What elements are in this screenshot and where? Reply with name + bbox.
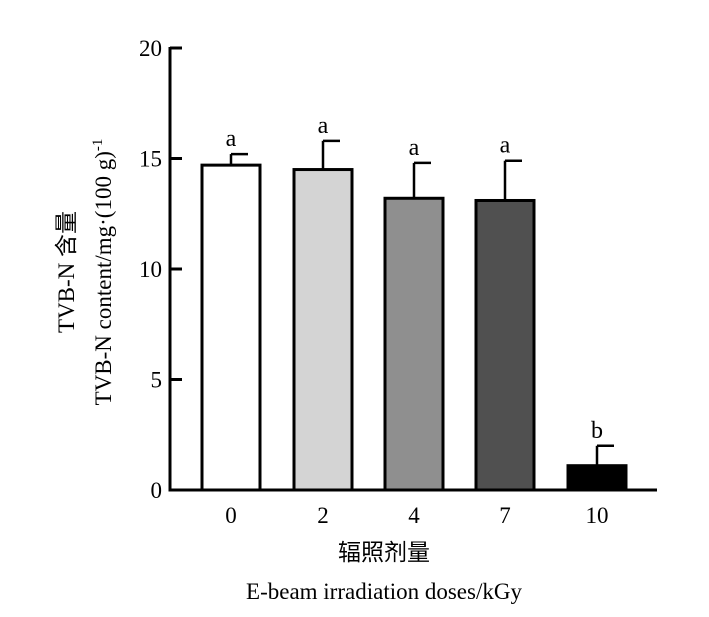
bar [200, 163, 262, 492]
x-axis-title-en: E-beam irradiation doses/kGy [246, 579, 522, 604]
bar [292, 168, 354, 492]
significance-label: a [500, 133, 511, 159]
y-axis-title-cn: TVB-N 含量 [54, 211, 79, 333]
x-ticks: 0 2 4 7 10 [225, 503, 608, 528]
significance-label: b [591, 418, 603, 444]
significance-label: a [226, 126, 237, 152]
x-tick-label: 0 [225, 503, 237, 528]
y-axis-title-en: TVB-N content/mg·(100 g)-1 [90, 139, 116, 406]
y-axis-title-en-main: TVB-N content/mg·(100 g) [91, 151, 116, 405]
x-tick-label: 10 [586, 503, 609, 528]
y-tick-label: 10 [139, 257, 162, 282]
bar [566, 464, 628, 492]
significance-label: a [409, 135, 420, 161]
bars: a a a a b [200, 113, 628, 492]
x-tick-label: 7 [499, 503, 511, 528]
y-tick-label: 20 [139, 36, 162, 61]
x-axis-title-cn: 辐照剂量 [338, 540, 430, 565]
x-tick-label: 4 [408, 503, 420, 528]
bar [474, 198, 536, 492]
significance-label: a [318, 113, 329, 139]
y-tick-label: 0 [151, 478, 163, 503]
x-tick-label: 2 [317, 503, 329, 528]
y-tick-label: 15 [139, 147, 162, 172]
y-axis-title-en-sup: -1 [90, 139, 106, 152]
y-tick-label: 5 [151, 368, 163, 393]
bar [383, 196, 445, 492]
y-ticks: 0 5 10 15 20 [139, 36, 182, 503]
